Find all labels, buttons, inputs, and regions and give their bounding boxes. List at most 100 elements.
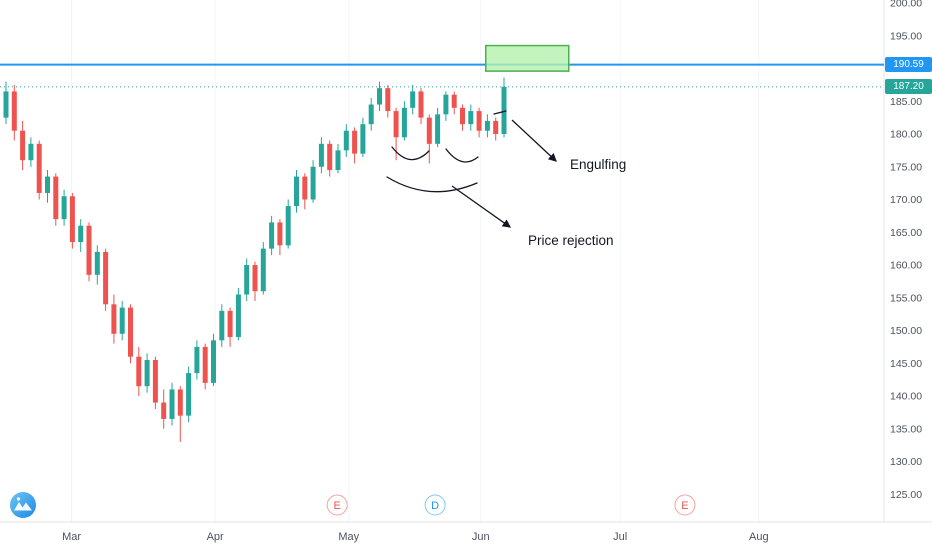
candle-body (194, 346, 200, 374)
candle-body (244, 265, 250, 295)
price-tick-label[interactable]: 180.00 (890, 129, 922, 141)
candle-body (94, 251, 100, 275)
candle-body (78, 225, 84, 243)
time-tick-label[interactable]: Jun (472, 531, 490, 543)
price-tick-label[interactable]: 125.00 (890, 489, 922, 501)
candle-body (177, 389, 183, 416)
candle-body (493, 120, 499, 134)
time-tick-label[interactable]: Apr (207, 531, 224, 543)
candle-body (53, 176, 59, 220)
freehand-curve-drawing[interactable] (386, 176, 478, 193)
candle-body (401, 107, 407, 138)
candle-body (227, 310, 233, 338)
candle-body (111, 304, 117, 334)
candle-body (3, 91, 9, 118)
resistance-price-badge: 190.59 (885, 57, 932, 72)
candle-body (103, 251, 109, 305)
engulfing-arrow[interactable] (511, 119, 557, 162)
candle-body (385, 88, 391, 112)
candle-body (219, 310, 225, 341)
candle-body (360, 124, 366, 154)
candle-body (211, 340, 216, 383)
last-price-badge: 187.20 (885, 79, 932, 94)
candle-body (169, 389, 175, 419)
candle-body (327, 143, 333, 171)
price-tick-label[interactable]: 195.00 (890, 30, 922, 42)
candle-body (61, 196, 67, 220)
engulfing-annotation-label[interactable]: Engulfing (570, 157, 627, 172)
candle-body (294, 176, 299, 207)
price-tick-label[interactable]: 155.00 (890, 292, 922, 304)
earnings-marker[interactable] (326, 494, 348, 516)
candle-body (377, 88, 382, 105)
candle-body (476, 111, 482, 131)
watermark-logo[interactable] (9, 491, 37, 519)
time-tick-label[interactable]: Mar (62, 531, 81, 543)
candle-body (460, 107, 465, 125)
candle-body (352, 130, 358, 154)
candle-body (11, 91, 17, 131)
time-tick-label[interactable]: Aug (749, 531, 769, 543)
earnings-marker[interactable] (674, 494, 696, 516)
candle-body (235, 294, 241, 338)
dividend-marker[interactable] (424, 494, 446, 516)
candle-body (269, 222, 275, 249)
candle-body (161, 402, 167, 419)
price-tick-label[interactable]: 135.00 (890, 423, 922, 435)
candle-body (152, 359, 158, 403)
candle-body (393, 111, 399, 138)
candle-body (144, 359, 150, 387)
candle-body (202, 346, 208, 383)
price-rejection-arrow[interactable] (451, 185, 512, 228)
candle-body (285, 206, 291, 246)
time-tick-label[interactable]: May (338, 531, 359, 543)
candle-body (343, 130, 349, 151)
candle-body (468, 111, 474, 125)
candle-body (260, 248, 266, 292)
price-tick-label[interactable]: 150.00 (890, 325, 922, 337)
candle-body (318, 143, 324, 167)
freehand-curve-drawing[interactable] (493, 110, 507, 115)
marker-letter: D (431, 500, 439, 512)
price-rejection-annotation-label[interactable]: Price rejection (528, 233, 614, 248)
freehand-curve-drawing[interactable] (445, 148, 479, 163)
marker-letter: E (681, 500, 688, 512)
candle-body (36, 143, 42, 193)
candle-body (335, 150, 341, 171)
target-zone-box[interactable] (484, 44, 570, 72)
candle-body (310, 166, 316, 200)
candle-body (435, 114, 441, 144)
candle-body (128, 307, 133, 357)
candle-body (501, 86, 507, 134)
price-tick-label[interactable]: 170.00 (890, 194, 922, 206)
candle-body (368, 104, 374, 125)
candle-body (426, 117, 432, 144)
marker-letter: E (333, 500, 340, 512)
candle-body (277, 222, 283, 246)
candle-body (69, 196, 75, 243)
candle-body (136, 356, 142, 387)
price-tick-label[interactable]: 175.00 (890, 161, 922, 173)
price-tick-label[interactable]: 140.00 (890, 391, 922, 403)
price-tick-label[interactable]: 130.00 (890, 456, 922, 468)
candle-body (186, 373, 192, 416)
price-tick-label[interactable]: 145.00 (890, 358, 922, 370)
price-tick-label[interactable]: 185.00 (890, 96, 922, 108)
candle-body (45, 176, 50, 193)
candle-body (418, 91, 424, 118)
candle-body (451, 94, 457, 108)
freehand-curve-drawing[interactable] (391, 146, 430, 161)
time-tick-label[interactable]: Jul (613, 531, 627, 543)
price-tick-label[interactable]: 165.00 (890, 227, 922, 239)
candle-body (119, 307, 125, 334)
candle-body (252, 265, 258, 292)
candle-body (410, 91, 416, 108)
candle-body (443, 94, 449, 115)
candle-body (86, 225, 92, 275)
candle-body (20, 130, 26, 161)
price-tick-label[interactable]: 160.00 (890, 260, 922, 272)
candle-body (302, 176, 308, 200)
price-tick-label[interactable]: 200.00 (890, 0, 922, 10)
